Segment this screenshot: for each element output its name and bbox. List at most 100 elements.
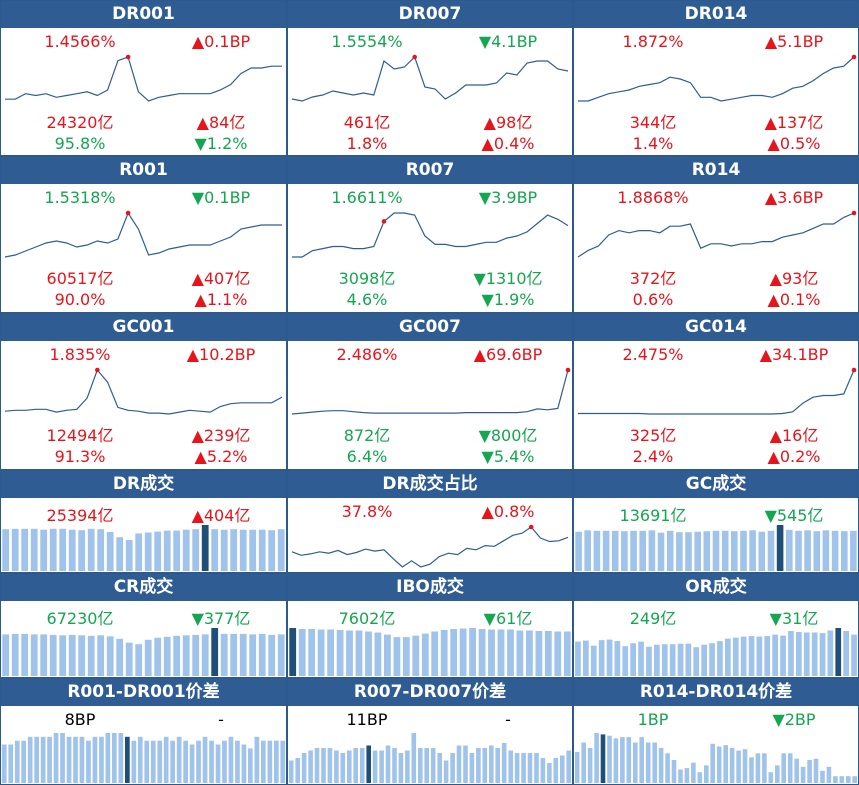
panel-title: DR成交 — [1, 471, 286, 498]
bar — [581, 742, 586, 783]
primary-value: 25394亿 — [46, 506, 114, 525]
primary-value: 11BP — [346, 710, 388, 729]
bar — [327, 748, 333, 783]
bar — [676, 532, 683, 571]
bar — [412, 635, 420, 676]
bar — [21, 740, 26, 783]
series-line — [291, 369, 569, 415]
bar — [526, 630, 533, 676]
bar — [135, 644, 143, 676]
primary-change: ▼3.9BP — [478, 188, 538, 207]
panel-title: DR成交占比 — [288, 471, 572, 498]
bar — [424, 748, 429, 783]
bar — [40, 634, 48, 676]
bar — [786, 529, 793, 571]
panel-title: R014 — [574, 157, 858, 184]
bar — [684, 768, 690, 783]
volume-change: ▼1310亿 — [473, 269, 543, 288]
bar — [314, 748, 320, 783]
panel-title: GC001 — [1, 314, 286, 341]
panel-13: IBO成交 7602亿 ▼61亿 — [287, 573, 573, 678]
bar — [163, 736, 169, 783]
share-value: 90.0% — [54, 290, 106, 309]
primary-change: ▼2BP — [772, 710, 816, 729]
primary-change: ▲34.1BP — [759, 345, 829, 364]
bar — [826, 766, 832, 783]
bar — [68, 634, 76, 676]
bar — [566, 750, 571, 783]
panel-title: OR成交 — [574, 574, 858, 601]
bar — [606, 639, 613, 676]
bar — [372, 750, 378, 783]
volume-change: ▼800亿 — [478, 426, 538, 445]
trend-sparkline — [578, 367, 857, 415]
bar — [630, 530, 637, 571]
bar — [131, 740, 137, 783]
volume-value: 325亿 — [629, 426, 677, 445]
bar — [163, 636, 171, 676]
latest-point-marker — [125, 210, 131, 216]
bar — [638, 641, 644, 676]
panel-title: R007 — [288, 157, 572, 184]
share-value: 2.4% — [632, 447, 674, 466]
bar — [298, 629, 306, 676]
bar — [755, 753, 761, 783]
bar — [289, 628, 297, 676]
bar — [553, 758, 559, 783]
bar — [106, 532, 114, 571]
share-value: 0.6% — [632, 290, 674, 309]
bar — [2, 634, 10, 676]
primary-change: ▲69.6BP — [473, 345, 543, 364]
bar — [622, 646, 629, 676]
bar — [49, 634, 57, 676]
bar — [258, 633, 266, 676]
primary-value: 13691亿 — [619, 506, 687, 525]
panel-title: GC成交 — [574, 471, 858, 498]
bar — [112, 733, 117, 783]
bar — [527, 753, 533, 783]
panel-title: IBO成交 — [288, 574, 572, 601]
bar — [554, 631, 562, 676]
panel-12: CR成交 67230亿 ▼377亿 — [0, 573, 287, 678]
primary-value: 7602亿 — [338, 609, 396, 628]
bar — [230, 529, 238, 571]
primary-change: ▲5.1BP — [764, 32, 824, 51]
bar — [736, 750, 741, 783]
bar — [456, 745, 462, 783]
bar — [288, 760, 294, 783]
bar — [14, 740, 20, 783]
bar — [144, 532, 152, 571]
bar — [459, 628, 467, 676]
bar — [267, 740, 273, 783]
series-line — [292, 212, 569, 258]
bar — [697, 772, 703, 783]
bar — [21, 633, 29, 676]
bar — [813, 531, 821, 571]
bar — [97, 635, 105, 676]
bar — [594, 733, 599, 783]
bar — [79, 736, 85, 783]
bar — [222, 740, 227, 783]
latest-point-marker — [851, 367, 857, 373]
bar — [430, 748, 436, 783]
bar — [851, 634, 857, 676]
bar — [366, 745, 371, 783]
trend-sparkline — [291, 367, 571, 415]
bar — [11, 633, 19, 676]
bar — [192, 634, 200, 676]
bar — [239, 633, 247, 676]
panel-0: DR001 1.4566% ▲0.1BP 24320亿 ▲84亿 95.8% ▼1.2% — [0, 0, 287, 156]
bar — [646, 646, 652, 676]
latest-point-marker — [381, 219, 387, 224]
bar — [767, 530, 775, 571]
volume-value: 60517亿 — [46, 269, 114, 288]
panel-title: CR成交 — [1, 574, 286, 601]
panel-1: DR007 1.5554% ▼4.1BP 461亿 ▲98亿 1.8% ▲0.4% — [287, 0, 573, 156]
bar — [228, 736, 234, 783]
trend-sparkline — [291, 524, 569, 568]
bar — [839, 776, 845, 783]
bar — [780, 635, 786, 676]
series-line — [577, 212, 855, 258]
bar — [723, 745, 728, 783]
bar — [704, 765, 709, 783]
